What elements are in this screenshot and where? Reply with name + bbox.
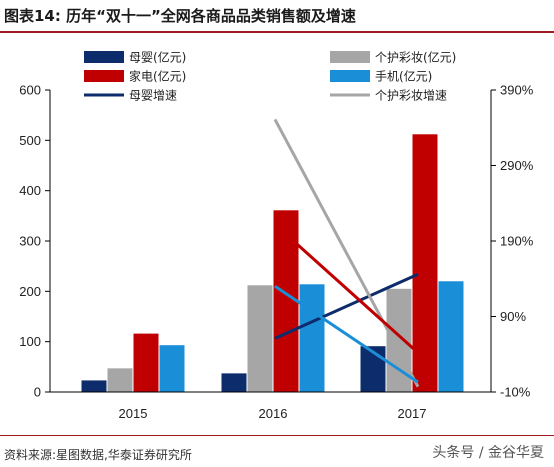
legend-swatch-0	[84, 51, 124, 63]
bar-0-1	[221, 373, 247, 392]
right-tick-label-3: 290%	[500, 158, 534, 173]
header-rule	[0, 31, 554, 33]
legend-label-4: 母婴增速	[129, 89, 177, 103]
growth-line-4	[274, 272, 419, 340]
left-tick-label-0: 0	[34, 385, 41, 400]
figure-header: 图表14: 历年“双十一”全网各商品品类销售额及增速	[0, 0, 554, 34]
growth-line-6	[273, 223, 420, 354]
legend-swatch-2	[84, 70, 124, 82]
left-tick-label-2: 200	[19, 284, 41, 299]
bar-3-2	[438, 281, 464, 392]
legend: 母婴(亿元) 个护彩妆(亿元) 家电(亿元) 手机(亿元) 母婴增速 个护彩妆增速	[84, 50, 456, 103]
bar-1-1	[247, 285, 273, 392]
right-tick-label-1: 90%	[500, 309, 526, 324]
footer-rule	[0, 435, 554, 436]
legend-swatch-1	[330, 51, 370, 63]
right-tick-label-0: -10%	[500, 385, 531, 400]
legend-label-1: 个护彩妆(亿元)	[375, 50, 456, 65]
growth-line-7	[274, 285, 419, 384]
bar-2-0	[133, 333, 159, 392]
left-tick-label-1: 100	[19, 334, 41, 349]
legend-label-3: 手机(亿元)	[375, 69, 432, 84]
bar-1-0	[107, 368, 133, 392]
sales-chart: 母婴(亿元) 个护彩妆(亿元) 家电(亿元) 手机(亿元) 母婴增速 个护彩妆增速 0 10…	[19, 50, 533, 422]
legend-label-5: 个护彩妆增速	[375, 89, 447, 103]
bar-3-0	[159, 345, 185, 392]
left-tick-label-3: 300	[19, 234, 41, 249]
legend-swatch-3	[330, 70, 370, 82]
bars	[81, 134, 464, 392]
source-note: 资料来源:星图数据,华泰证券研究所	[4, 448, 192, 462]
growth-lines	[273, 118, 420, 388]
figure-title: 图表14: 历年“双十一”全网各商品品类销售额及增速	[4, 7, 356, 25]
legend-label-0: 母婴(亿元)	[129, 50, 186, 65]
bar-0-0	[81, 380, 107, 392]
x-tick-label-0: 2015	[119, 406, 148, 421]
x-tick-label-1: 2016	[259, 406, 288, 421]
legend-label-2: 家电(亿元)	[129, 69, 186, 84]
left-tick-label-5: 500	[19, 133, 41, 148]
x-tick-label-2: 2017	[398, 406, 427, 421]
left-tick-label-6: 600	[19, 83, 41, 98]
bar-3-1	[299, 284, 325, 392]
growth-line-5	[273, 118, 420, 388]
figure-footer: 资料来源:星图数据,华泰证券研究所 头条号 / 金谷华夏	[0, 433, 554, 467]
bar-2-2	[412, 134, 438, 392]
left-tick-label-4: 400	[19, 183, 41, 198]
bar-0-2	[360, 346, 386, 392]
right-tick-label-4: 390%	[500, 83, 534, 98]
watermark: 头条号 / 金谷华夏	[432, 445, 544, 461]
axes: 0 100 200 300 400 500 600 -10% 90% 190% 290% 390% 20…	[19, 83, 533, 422]
right-tick-label-2: 190%	[500, 234, 534, 249]
